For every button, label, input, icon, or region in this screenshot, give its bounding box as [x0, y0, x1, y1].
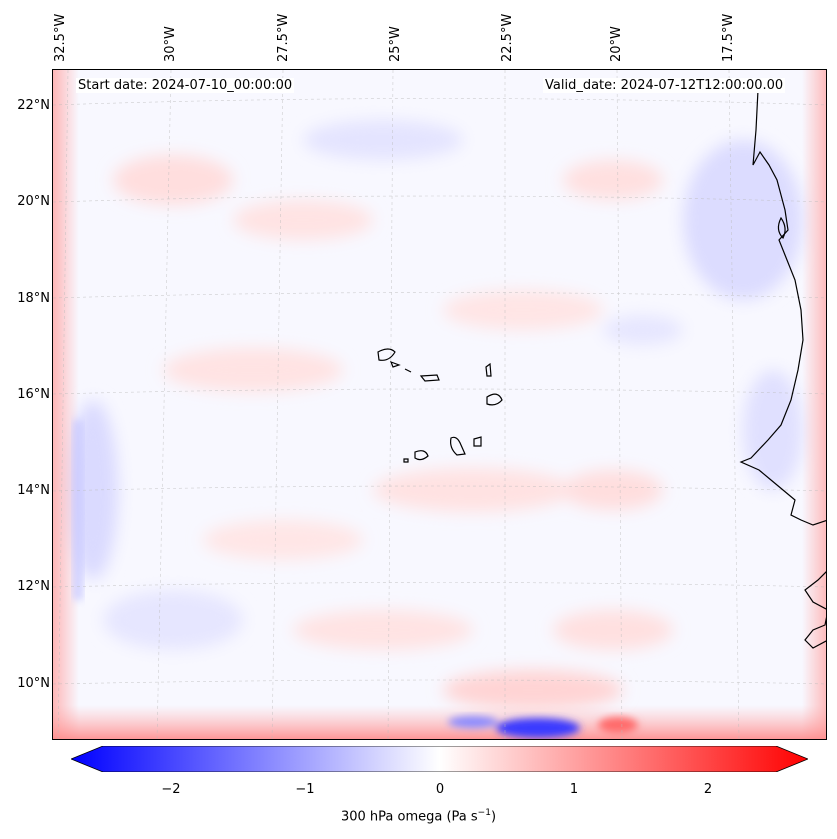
- left-edge-band: [53, 70, 79, 739]
- lat-label: 10°N: [17, 676, 50, 691]
- lat-label: 18°N: [17, 291, 50, 306]
- lon-label: 30°W: [163, 26, 178, 62]
- lon-label: 22.5°W: [500, 13, 515, 62]
- start-date-label: Start date: 2024-07-10_00:00:00: [76, 78, 295, 93]
- lon-label: 25°W: [388, 26, 403, 62]
- colorbar-tick: 2: [703, 782, 713, 797]
- omega-map: [52, 69, 827, 740]
- lon-label: 32.5°W: [53, 13, 68, 62]
- lon-label: 27.5°W: [276, 13, 291, 62]
- lat-label: 20°N: [17, 194, 50, 209]
- lon-label: 17.5°W: [721, 13, 736, 62]
- colorbar-tick: −1: [295, 782, 315, 797]
- bottom-blue-blob: [448, 716, 638, 738]
- left-blue-streak: [73, 420, 83, 600]
- lat-label: 12°N: [17, 579, 50, 594]
- omega-field: [53, 70, 826, 739]
- colorbar-tick: 0: [435, 782, 445, 797]
- colorbar-gradient: [71, 746, 808, 772]
- lon-label: 20°W: [609, 26, 624, 62]
- colorbar: [71, 746, 808, 772]
- colorbar-label: 300 hPa omega (Pa s−1): [340, 808, 497, 825]
- lat-label: 14°N: [17, 483, 50, 498]
- bottom-edge-band: [53, 705, 826, 739]
- valid-date-label: Valid_date: 2024-07-12T12:00:00.00: [543, 78, 786, 93]
- coastlines: [377, 89, 826, 649]
- lat-label: 16°N: [17, 387, 50, 402]
- colorbar-tick: −2: [161, 782, 181, 797]
- colorbar-tick: 1: [569, 782, 579, 797]
- lat-label: 22°N: [17, 98, 50, 113]
- right-edge-band: [802, 70, 826, 739]
- graticule: [53, 70, 826, 739]
